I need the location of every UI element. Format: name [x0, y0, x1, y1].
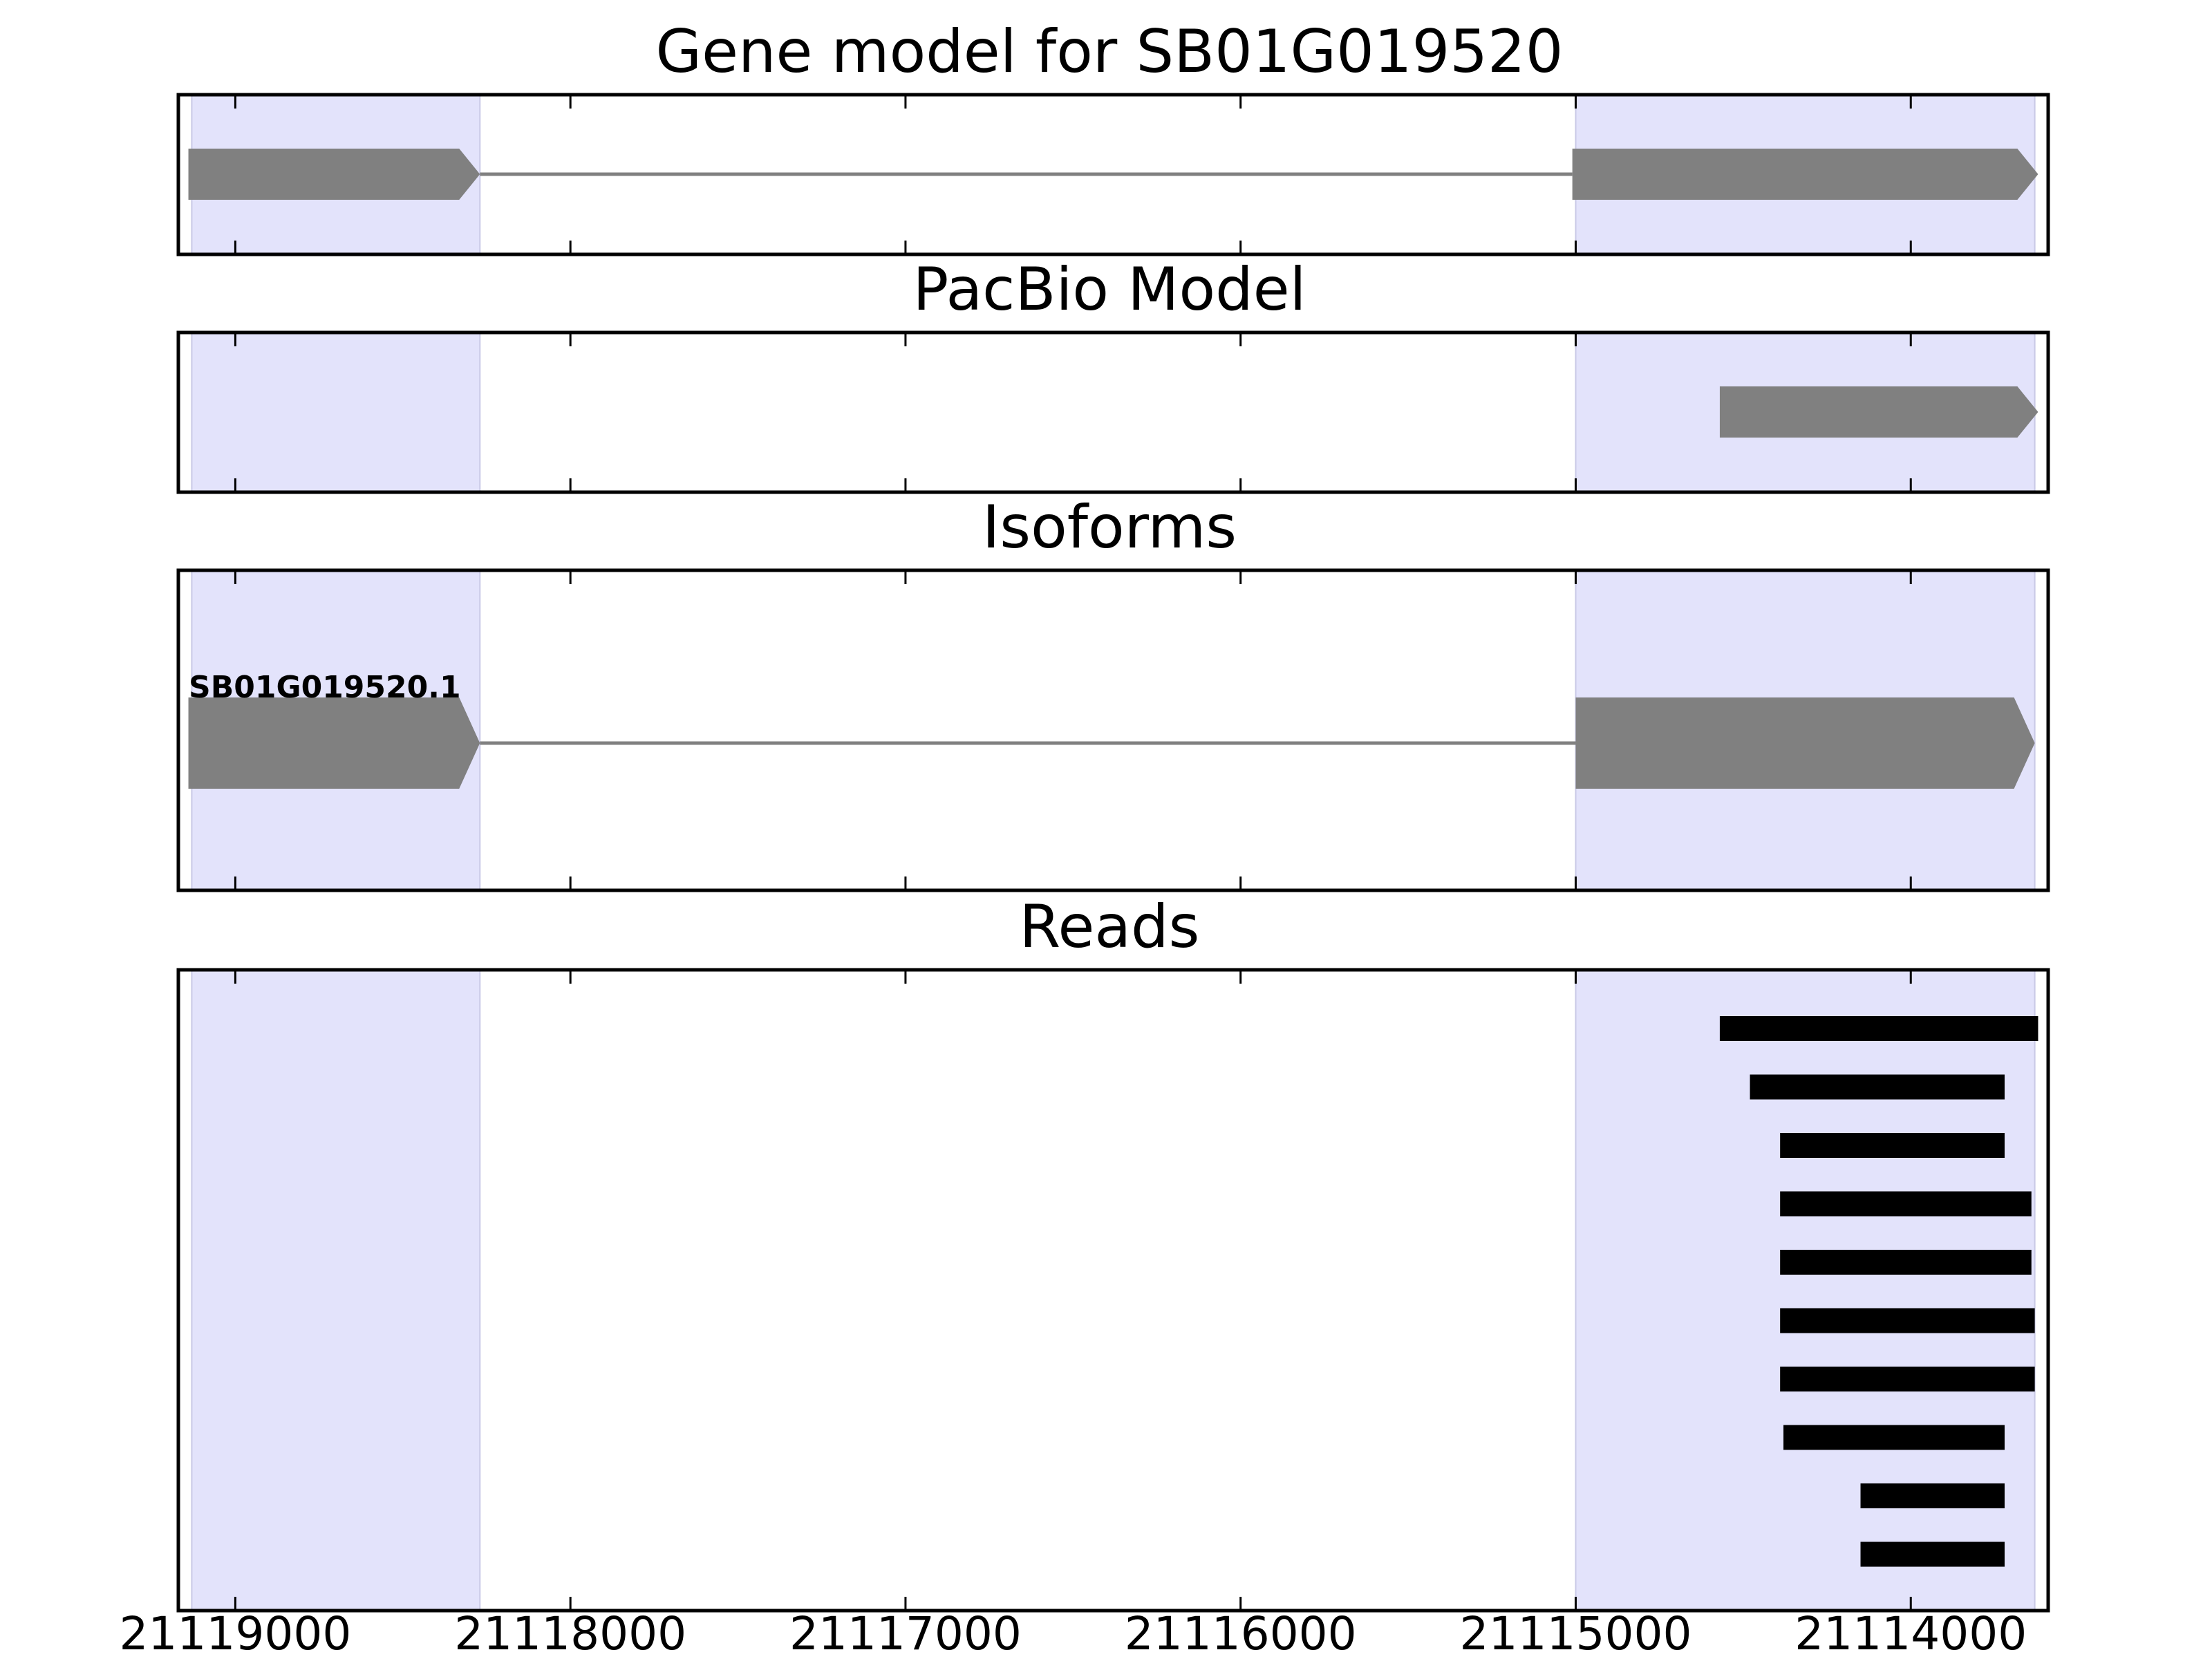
isoforms-frame — [176, 568, 2050, 892]
reads-title: Reads — [1020, 892, 1200, 962]
gene-model-title: Gene model for SB01G019520 — [656, 17, 1564, 86]
gene-model-exon-arrow — [1572, 149, 2038, 200]
read-bar — [1780, 1308, 2035, 1333]
x-tick-label: 21114000 — [1794, 1607, 2027, 1659]
read-bar — [1780, 1133, 2005, 1158]
gene-model-panel: Gene model for SB01G019520 — [176, 17, 2050, 256]
x-tick-label: 21117000 — [789, 1607, 1022, 1659]
x-tick-label: 21119000 — [119, 1607, 351, 1659]
reads-panel: Reads 21119000 21118000 21117000 21116000 21… — [119, 892, 2050, 1659]
pacbio-model-frame — [176, 330, 2050, 494]
read-bar — [1860, 1483, 2005, 1508]
read-bar — [1783, 1425, 2005, 1450]
gene-model-exon-arrow — [188, 149, 480, 200]
isoforms-title: Isoforms — [982, 493, 1237, 562]
pacbio-model-highlight-region — [191, 332, 481, 493]
pacbio-model-title: PacBio Model — [912, 255, 1306, 324]
x-tick-label: 21115000 — [1460, 1607, 1692, 1659]
read-bar — [1750, 1074, 2005, 1100]
x-axis-tick-labels: 21119000 21118000 21117000 21116000 21115000… — [119, 1607, 2027, 1659]
pacbio-model-exon-arrow — [1719, 386, 2038, 438]
gene-model-frame — [176, 93, 2050, 256]
isoforms-panel: Isoforms SB01G019520.1 — [176, 493, 2050, 892]
x-tick-label: 21118000 — [454, 1607, 686, 1659]
reads-frame — [176, 968, 2050, 1613]
isoforms-exon-arrow — [1575, 697, 2035, 789]
read-bar — [1780, 1250, 2032, 1275]
read-bar — [1780, 1191, 2032, 1217]
pacbio-model-panel: PacBio Model — [176, 255, 2050, 494]
isoforms-exon-arrow — [188, 697, 480, 789]
read-bar — [1719, 1016, 2038, 1041]
x-tick-label: 21116000 — [1125, 1607, 1357, 1659]
read-bar — [1780, 1367, 2035, 1391]
read-bar — [1860, 1541, 2005, 1567]
reads-highlight-region — [191, 969, 481, 1611]
isoform-label: SB01G019520.1 — [189, 670, 461, 705]
reads-highlight-region — [1575, 969, 2036, 1611]
